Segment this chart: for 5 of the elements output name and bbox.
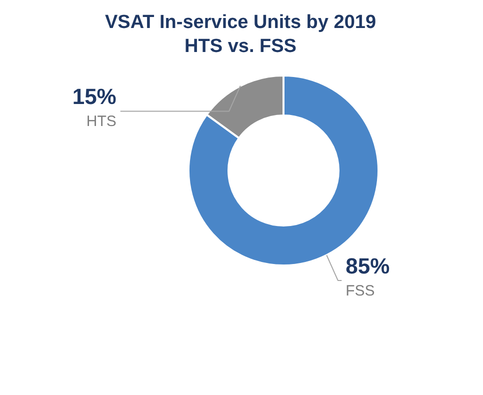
slice-label: HTS — [86, 113, 116, 130]
data-label: 15% — [72, 84, 116, 110]
data-label: 85% — [346, 254, 390, 279]
slice-label: FSS — [346, 282, 375, 300]
chart-title: VSAT In-service Units by 2019 HTS vs. FSS — [104, 12, 376, 57]
